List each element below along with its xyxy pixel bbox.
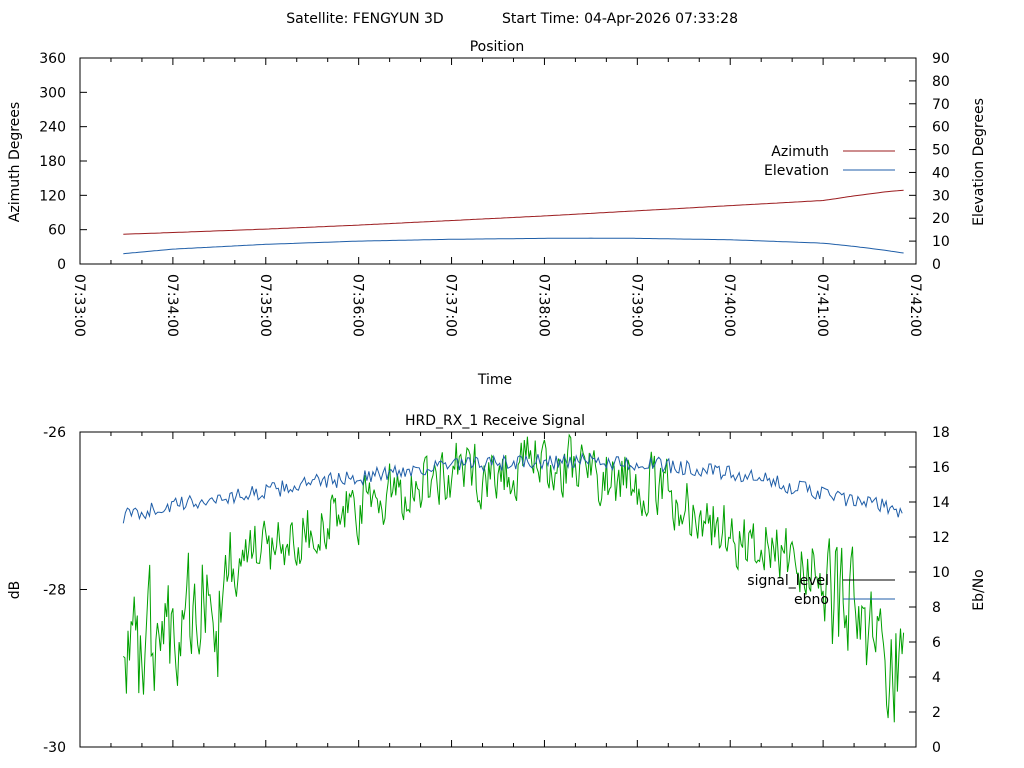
position-y-tick-label: 0 bbox=[57, 257, 66, 273]
signal-y2-tick-label: 14 bbox=[932, 495, 950, 511]
position-x-tick-label: 07:33:00 bbox=[71, 274, 87, 337]
position-x-tick-label: 07:41:00 bbox=[814, 274, 830, 337]
signal-y2-tick-label: 4 bbox=[932, 670, 941, 686]
position-x-label: Time bbox=[477, 372, 512, 388]
signal-y-label: dB bbox=[7, 581, 23, 600]
position-plot-frame bbox=[79, 57, 917, 265]
position-y2-tick-label: 80 bbox=[932, 74, 950, 90]
azimuth-line bbox=[123, 189, 904, 235]
position-y2-tick-label: 20 bbox=[932, 211, 950, 227]
position-x-tick-label: 07:37:00 bbox=[443, 274, 459, 337]
legend-signal-level-label: signal_level bbox=[747, 573, 829, 589]
position-x-tick-label: 07:36:00 bbox=[350, 274, 366, 337]
position-y-tick-label: 60 bbox=[48, 223, 66, 239]
position-legend: Azimuth Elevation bbox=[764, 144, 895, 179]
position-y-tick-label: 180 bbox=[39, 154, 66, 170]
signal-y2-tick-label: 0 bbox=[932, 740, 941, 756]
signal-y2-label: Eb/No bbox=[971, 569, 987, 611]
ebno-line bbox=[122, 452, 903, 524]
legend-elevation-label: Elevation bbox=[764, 163, 829, 179]
position-y2-tick-label: 0 bbox=[932, 257, 941, 273]
elevation-line bbox=[123, 237, 904, 255]
position-chart: Position Azimuth Degrees Elevation Degre… bbox=[7, 39, 987, 388]
position-x-tick-label: 07:38:00 bbox=[535, 274, 551, 337]
position-y2-tick-label: 30 bbox=[932, 188, 950, 204]
signal-y-tick-label: -30 bbox=[43, 740, 66, 756]
legend-ebno-label: ebno bbox=[794, 592, 829, 608]
position-x-tick-label: 07:42:00 bbox=[907, 274, 923, 337]
position-title: Position bbox=[470, 39, 525, 55]
position-y2-tick-label: 50 bbox=[932, 143, 950, 159]
signal-legend: signal_level ebno bbox=[747, 573, 895, 608]
position-y-tick-label: 240 bbox=[39, 120, 66, 136]
position-x-tick-label: 07:40:00 bbox=[721, 274, 737, 337]
position-y2-tick-label: 60 bbox=[932, 120, 950, 136]
signal-y2-tick-label: 16 bbox=[932, 460, 950, 476]
satellite-label: Satellite: FENGYUN 3D bbox=[286, 11, 443, 27]
signal-y2-tick-label: 18 bbox=[932, 425, 950, 441]
position-x-tick-label: 07:34:00 bbox=[164, 274, 180, 337]
signal-y2-tick-label: 8 bbox=[932, 600, 941, 616]
position-y2-tick-label: 40 bbox=[932, 165, 950, 181]
position-y2-label: Elevation Degrees bbox=[971, 98, 987, 226]
position-x-tick-label: 07:35:00 bbox=[257, 274, 273, 337]
signal-title: HRD_RX_1 Receive Signal bbox=[405, 413, 585, 429]
position-y-label: Azimuth Degrees bbox=[7, 102, 23, 222]
position-y-tick-label: 360 bbox=[39, 51, 66, 67]
position-y-tick-label: 300 bbox=[39, 85, 66, 101]
signal-y2-tick-label: 10 bbox=[932, 565, 950, 581]
signal-y-tick-label: -28 bbox=[43, 583, 66, 599]
position-y2-tick-label: 90 bbox=[932, 51, 950, 67]
signal-chart: HRD_RX_1 Receive Signal dB Eb/No -30 -28 -… bbox=[7, 413, 987, 756]
start-time-label: Start Time: 04-Apr-2026 07:33:28 bbox=[502, 11, 738, 27]
signal-y2-tick-label: 12 bbox=[932, 530, 950, 546]
position-x-tick-label: 07:39:00 bbox=[628, 274, 644, 337]
legend-azimuth-label: Azimuth bbox=[771, 144, 829, 160]
position-y2-tick-label: 10 bbox=[932, 234, 950, 250]
signal-level-line bbox=[122, 433, 905, 723]
position-y2-tick-label: 70 bbox=[932, 97, 950, 113]
signal-y-tick-label: -26 bbox=[43, 425, 66, 441]
position-y-tick-label: 120 bbox=[39, 188, 66, 204]
signal-y2-tick-label: 2 bbox=[932, 705, 941, 721]
signal-y2-tick-label: 6 bbox=[932, 635, 941, 651]
